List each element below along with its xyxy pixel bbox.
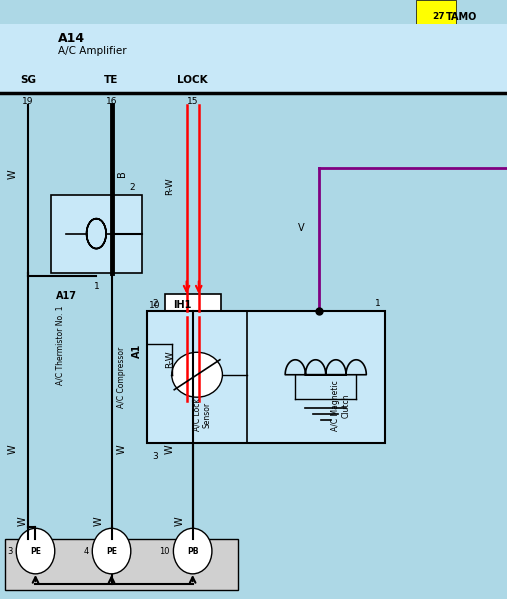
Text: TE: TE [104, 75, 119, 85]
Bar [51, 195, 142, 273]
Text: 1: 1 [93, 282, 99, 291]
Text: W: W [8, 444, 18, 454]
Circle shape [16, 528, 55, 574]
Bar [416, 0, 456, 27]
Circle shape [92, 528, 131, 574]
Text: 10: 10 [159, 546, 170, 556]
Text: 27: 27 [432, 12, 445, 22]
Circle shape [173, 528, 212, 574]
Text: W: W [18, 516, 28, 526]
Text: B: B [117, 170, 127, 177]
Text: R-W: R-W [165, 177, 174, 195]
Text: A14: A14 [58, 32, 86, 46]
Text: PE: PE [30, 546, 41, 556]
Text: 4: 4 [84, 546, 89, 556]
Text: W: W [117, 444, 127, 454]
Text: A/C Compressor: A/C Compressor [117, 347, 126, 408]
Text: PB: PB [187, 546, 198, 556]
Text: W: W [8, 169, 18, 179]
Text: A17: A17 [56, 291, 77, 301]
Text: W: W [175, 516, 185, 526]
Text: LOCK: LOCK [177, 75, 208, 85]
FancyBboxPatch shape [165, 294, 221, 317]
Ellipse shape [172, 352, 223, 397]
Bar [5, 539, 238, 590]
Text: 3: 3 [7, 546, 13, 556]
Bar [147, 311, 385, 443]
Text: 16: 16 [106, 97, 117, 107]
Text: 3: 3 [152, 452, 158, 461]
Text: W: W [94, 516, 104, 526]
Text: 1: 1 [375, 300, 380, 308]
Text: A/C Magnetic
Clutch: A/C Magnetic Clutch [331, 380, 351, 431]
Text: SG: SG [20, 75, 36, 85]
Text: A/C Thermistor No. 1: A/C Thermistor No. 1 [56, 305, 65, 385]
Text: IH1: IH1 [173, 301, 192, 310]
Text: 15: 15 [187, 97, 198, 107]
Text: A1: A1 [132, 344, 142, 358]
Text: PE: PE [106, 546, 117, 556]
Text: A/C Amplifier: A/C Amplifier [58, 46, 127, 56]
Text: W: W [165, 444, 175, 454]
Text: 19: 19 [22, 97, 33, 107]
Text: 10: 10 [149, 301, 160, 310]
Text: V: V [298, 223, 305, 232]
Text: 2: 2 [129, 183, 135, 192]
Text: A/C Lock
Sensor: A/C Lock Sensor [193, 398, 212, 431]
Text: 2: 2 [152, 300, 158, 308]
Text: R-W: R-W [165, 350, 174, 368]
Bar [0, 24, 507, 93]
Text: TAMO: TAMO [446, 12, 477, 22]
